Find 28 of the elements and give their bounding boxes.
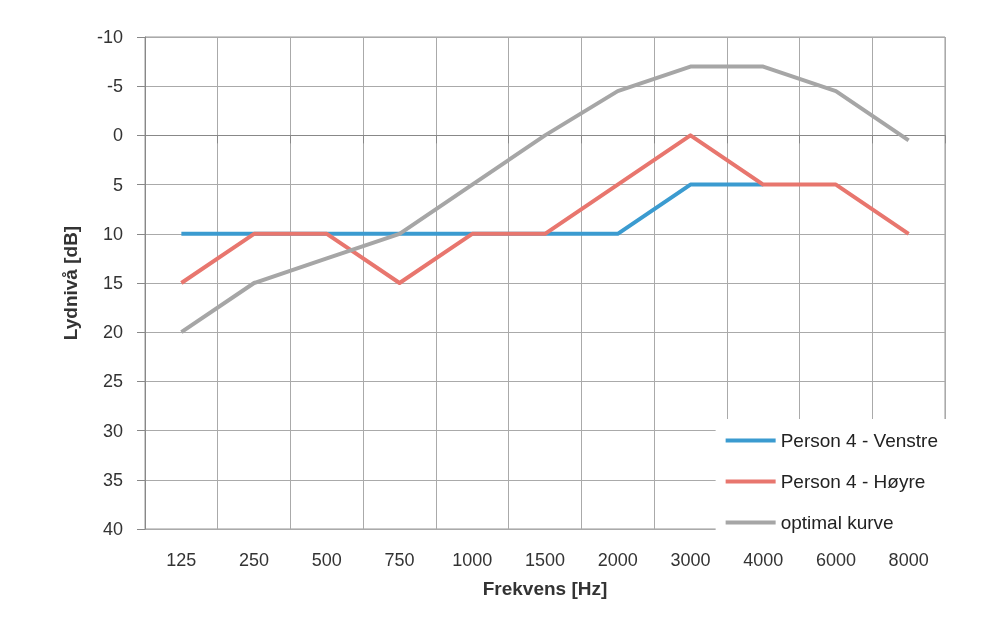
y-tick-label: 25	[102, 371, 123, 392]
y-tick-label: -5	[106, 76, 123, 97]
x-tick-label: 125	[166, 550, 197, 570]
x-tick-label: 6000	[815, 550, 856, 570]
x-tick-label: 250	[239, 550, 270, 570]
x-tick-label: 500	[311, 550, 342, 570]
x-tick-label: 2000	[597, 550, 638, 570]
x-tick-label: 1000	[452, 550, 493, 570]
x-axis-title: Frekvens [Hz]	[482, 578, 608, 599]
y-tick-label: 30	[102, 420, 123, 441]
legend-label: Person 4 - Høyre	[780, 471, 926, 492]
line-series	[179, 133, 911, 285]
x-tick-label: 8000	[888, 550, 929, 570]
y-axis-title: Lydnivå [dB]	[60, 225, 81, 341]
y-tick-label: -10	[96, 27, 123, 47]
y-tick-label: 15	[102, 273, 123, 293]
y-tick-label: 5	[112, 174, 123, 195]
y-tick-label: 40	[102, 519, 123, 539]
legend-label: Person 4 - Venstre	[780, 430, 939, 451]
x-tick-label: 3000	[670, 550, 711, 570]
y-tick-label: 35	[102, 469, 123, 490]
x-tick-label: 4000	[743, 550, 784, 570]
x-tick-label: 750	[384, 550, 415, 570]
legend-label: optimal kurve	[780, 512, 894, 533]
y-tick-label: 0	[112, 125, 123, 146]
y-tick-label: 10	[102, 223, 123, 244]
y-tick-label: 20	[102, 322, 123, 343]
x-tick-label: 1500	[524, 550, 566, 570]
